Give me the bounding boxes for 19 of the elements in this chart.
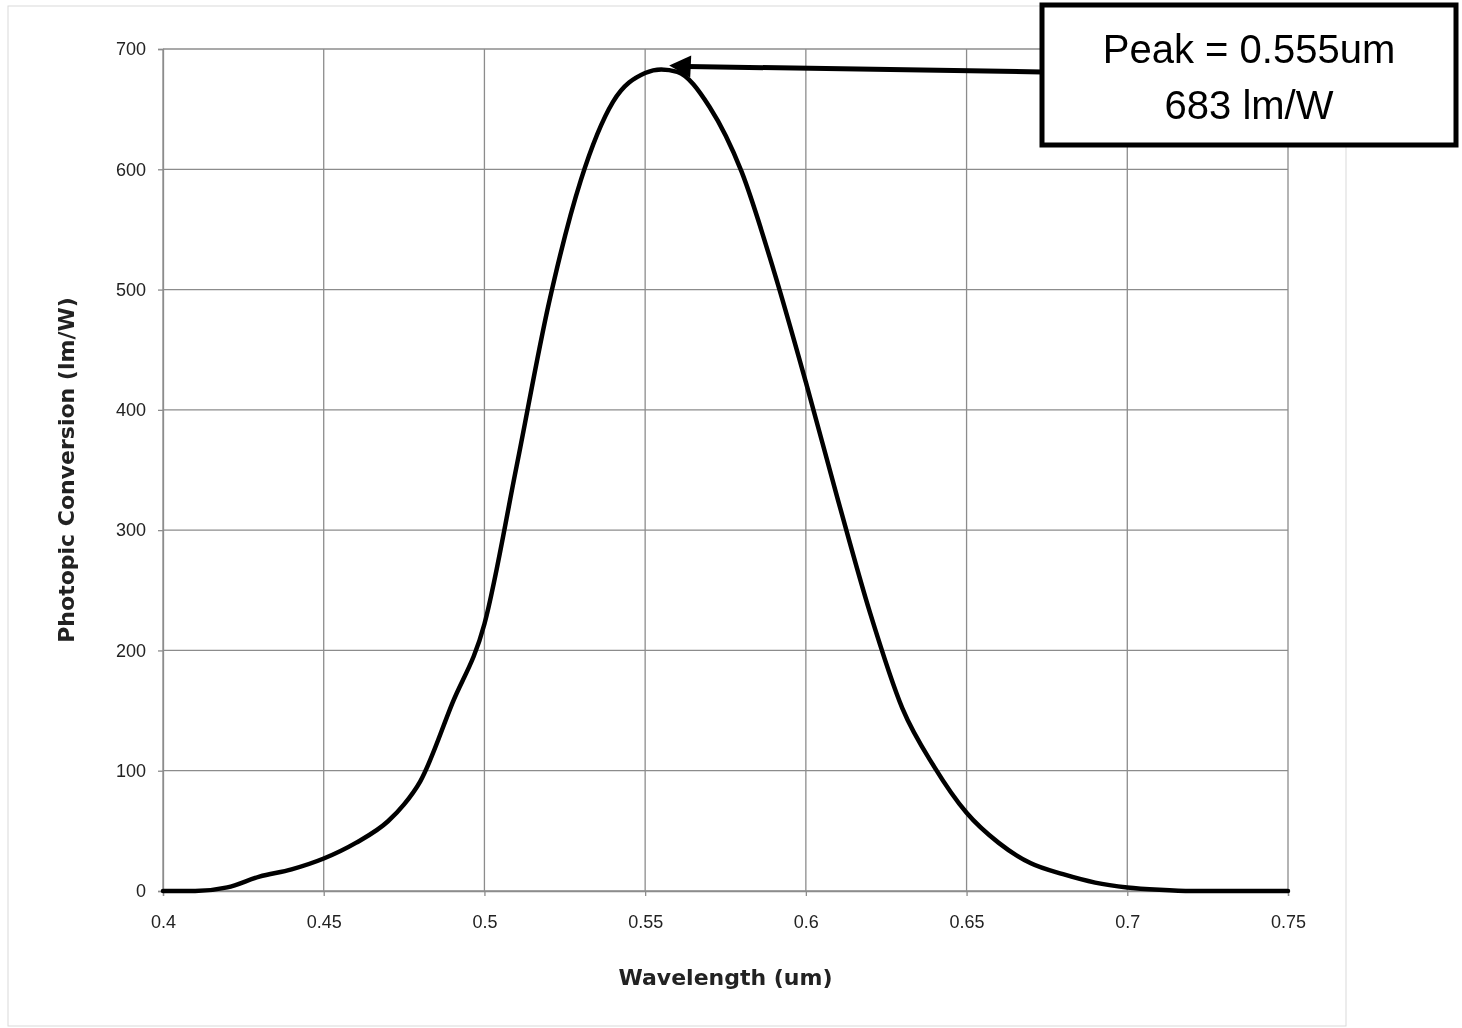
y-tick-label: 500	[115, 279, 146, 300]
x-tick-label: 0.4	[150, 911, 177, 932]
x-tick-label: 0.55	[628, 911, 664, 932]
y-tick-label: 600	[115, 159, 146, 180]
y-axis-title: Photopic Conversion (lm/W)	[54, 297, 79, 643]
x-tick-label: 0.6	[793, 911, 819, 932]
y-tick-label: 200	[115, 640, 146, 661]
y-tick-label: 300	[115, 520, 146, 541]
x-tick-label: 0.75	[1270, 911, 1307, 932]
y-tick-label: 700	[115, 39, 146, 60]
y-tick-label: 0	[135, 881, 146, 902]
x-tick-label: 0.45	[306, 911, 342, 932]
y-tick-label: 100	[115, 760, 146, 781]
x-tick-label: 0.5	[472, 911, 498, 932]
y-tick-label: 400	[115, 400, 146, 421]
annotation: Peak = 0.555um 683 lm/W	[1102, 27, 1396, 127]
x-axis-title: Wavelength (um)	[618, 965, 833, 990]
x-tick-label: 0.65	[949, 911, 985, 932]
x-tick-label: 0.7	[1115, 911, 1141, 932]
